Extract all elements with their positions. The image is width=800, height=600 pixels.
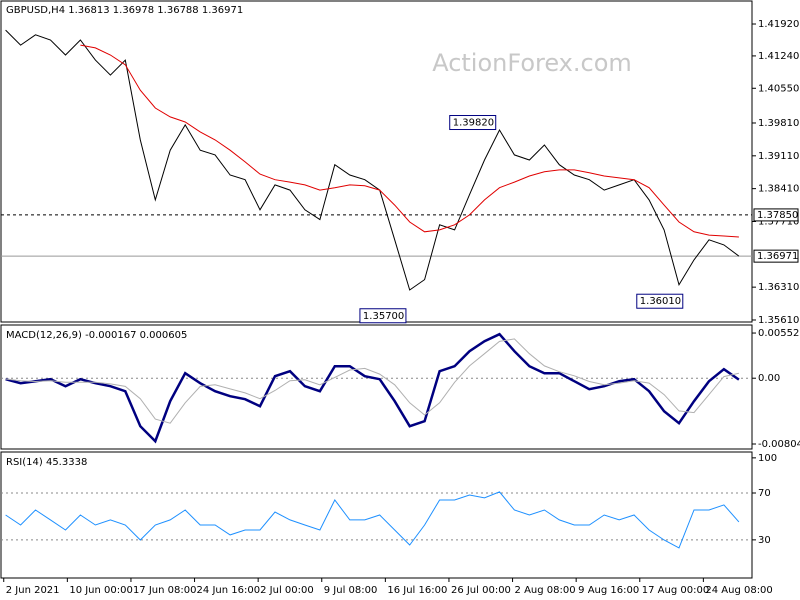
x-tick-label: 2 Aug 08:00	[515, 585, 576, 596]
annotation-label: 1.39820	[453, 118, 494, 129]
y-tick-label: 100	[758, 453, 777, 464]
x-tick-label: 17 Aug 00:00	[642, 585, 709, 596]
annotation-box	[636, 293, 684, 309]
x-tick-label: 17 Jun 08:00	[133, 585, 197, 596]
annotation-box	[359, 308, 407, 324]
series-line	[5, 29, 740, 291]
watermark: ActionForex.com	[432, 49, 632, 77]
y-tick-label: 1.36310	[758, 282, 799, 293]
y-tick-label: 1.41240	[758, 51, 799, 62]
x-tick-label: 10 Jun 00:00	[69, 585, 133, 596]
panel-frame	[0, 451, 753, 579]
y-tick-label: 70	[758, 488, 771, 499]
panel-title: RSI(14) 45.3338	[6, 457, 87, 468]
annotation-box	[449, 115, 497, 131]
y-tick-label: 0.00	[758, 373, 780, 384]
y-tick-label: -0.00804	[758, 439, 800, 450]
series-line	[80, 44, 739, 238]
y-tick-label: 1.37710	[758, 216, 799, 227]
series-line	[5, 491, 740, 549]
x-tick-label: 2 Jul 00:00	[260, 585, 314, 596]
x-tick-label: 16 Jul 16:00	[387, 585, 447, 596]
series-line	[5, 332, 740, 444]
y-tick-label: 1.38410	[758, 184, 799, 195]
panel-title: MACD(12,26,9) -0.000167 0.000605	[6, 330, 187, 341]
x-tick-label: 9 Aug 16:00	[578, 585, 639, 596]
y-tick-label: 1.39110	[758, 151, 799, 162]
panel-frame	[0, 324, 753, 450]
x-tick-label: 2 Jun 2021	[6, 585, 60, 596]
series-line	[5, 338, 740, 424]
annotation-label: 1.36010	[640, 296, 681, 307]
annotation-label: 1.35700	[363, 311, 404, 322]
y-tick-label: 1.41920	[758, 19, 799, 30]
y-tick-label: 1.40550	[758, 83, 799, 94]
x-tick-label: 24 Aug 08:00	[705, 585, 772, 596]
x-tick-label: 9 Jul 08:00	[324, 585, 378, 596]
price-label-box	[753, 249, 799, 263]
price-label: 1.37850	[757, 210, 798, 221]
x-tick-label: 26 Jul 00:00	[451, 585, 511, 596]
y-tick-label: 1.39810	[758, 118, 799, 129]
y-tick-label: 1.35610	[758, 315, 799, 326]
y-tick-label: 30	[758, 535, 771, 546]
y-tick-label: 0.00552	[758, 328, 799, 339]
price-label: 1.36971	[757, 251, 798, 262]
panel-title: GBPUSD,H4 1.36813 1.36978 1.36788 1.3697…	[6, 5, 243, 16]
x-tick-label: 24 Jun 16:00	[197, 585, 261, 596]
price-label-box	[753, 208, 799, 222]
